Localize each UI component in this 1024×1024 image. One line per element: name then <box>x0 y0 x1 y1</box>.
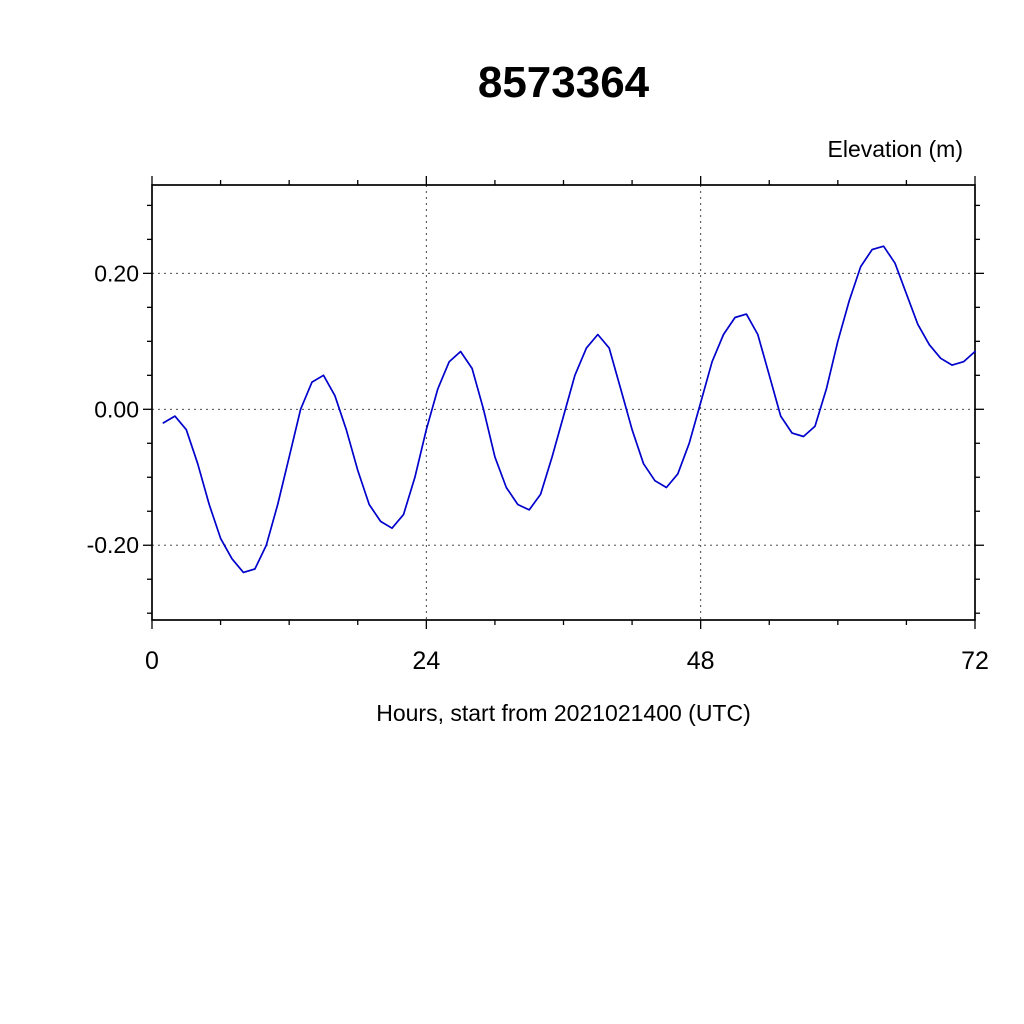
station-title: 8573364 <box>477 58 650 107</box>
x-axis-title: Hours, start from 2021021400 (UTC) <box>376 700 751 726</box>
svg-text:-0.20: -0.20 <box>87 532 139 558</box>
svg-text:0: 0 <box>145 647 159 675</box>
svg-text:72: 72 <box>961 647 989 675</box>
svg-text:48: 48 <box>687 647 715 675</box>
svg-text:0.00: 0.00 <box>94 396 139 422</box>
svg-text:0.20: 0.20 <box>94 260 139 286</box>
y-axis-title: Elevation (m) <box>827 136 963 162</box>
svg-text:24: 24 <box>412 647 440 675</box>
